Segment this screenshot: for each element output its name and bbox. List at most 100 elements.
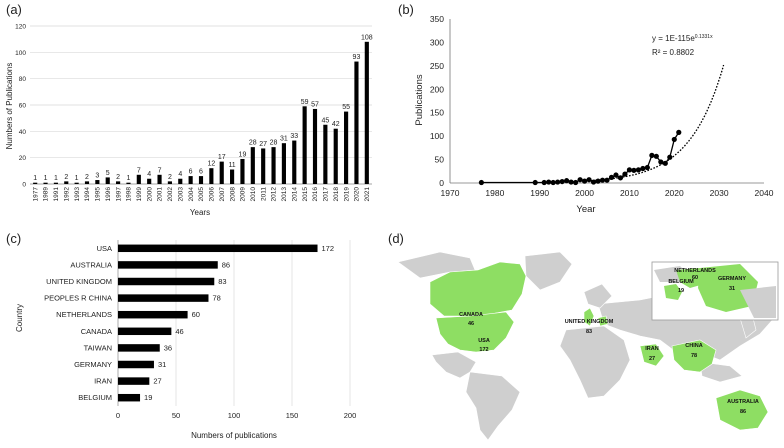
- data-label: 1: [75, 175, 79, 182]
- data-label: 1: [44, 175, 48, 182]
- data-label: 27: [153, 377, 161, 386]
- data-point: [653, 153, 659, 159]
- panel-b-y-axis-title: Publications: [414, 74, 425, 125]
- bar: [261, 148, 266, 184]
- y-tick-label: 20: [19, 155, 27, 162]
- iran-shape: [639, 343, 665, 367]
- bar: [43, 182, 48, 184]
- data-point: [604, 177, 610, 183]
- data-label: 108: [361, 34, 373, 41]
- bar: [198, 176, 204, 184]
- data-label: 46: [175, 327, 183, 336]
- x-tick-label: 2030: [710, 188, 729, 198]
- x-tick-label: 2003: [177, 187, 184, 202]
- bar: [281, 143, 286, 184]
- bar: [136, 174, 141, 184]
- category-label: UNITED KINGDOM: [46, 277, 112, 286]
- x-tick-label: 2001: [157, 187, 164, 202]
- map-value-china: 78: [691, 353, 697, 359]
- bar: [354, 61, 359, 184]
- bar: [333, 128, 338, 184]
- data-label: 45: [321, 117, 329, 124]
- data-label: 19: [144, 393, 152, 402]
- category-label: CANADA: [81, 327, 112, 336]
- x-tick-label: 1994: [84, 187, 91, 202]
- y-tick-label: 120: [15, 24, 26, 31]
- central-america: [431, 351, 477, 379]
- panel-c-horizontal-bar-chart: (c) USA AUSTRALIA UNITED KINGDOM PEOPLES R …: [6, 231, 356, 440]
- x-tick-label: 2020: [665, 188, 684, 198]
- inset-belgium: [664, 284, 682, 300]
- bar: [364, 41, 369, 184]
- data-label: 2: [168, 174, 172, 181]
- map-value-germany: 31: [729, 286, 735, 292]
- y-tick-label: 150: [430, 108, 444, 118]
- x-tick-label: 2010: [250, 187, 257, 202]
- category-label: IRAN: [94, 377, 112, 386]
- data-point: [676, 129, 682, 135]
- bar: [33, 182, 38, 184]
- data-point: [532, 179, 538, 186]
- data-point: [667, 154, 673, 160]
- map-label-germany: GERMANY: [718, 276, 746, 282]
- x-tick-label: 2013: [281, 187, 288, 202]
- x-tick-label: 150: [286, 411, 299, 420]
- x-tick-label: 1991: [53, 187, 60, 202]
- data-label: 33: [290, 133, 298, 140]
- x-tick-label: 1998: [126, 187, 133, 202]
- panel-a-y-axis-title: Numbers of Publications: [5, 63, 14, 150]
- map-value-canada: 46: [468, 321, 474, 327]
- bar: [292, 140, 297, 184]
- uk-shape: [583, 307, 595, 327]
- data-label: 4: [178, 171, 182, 178]
- map-value-uk: 83: [586, 329, 592, 335]
- data-point: [635, 167, 642, 173]
- data-label: 27: [259, 141, 267, 148]
- map-land-highlight: [429, 261, 769, 431]
- map-value-usa: 172: [479, 347, 488, 353]
- data-point: [581, 178, 588, 184]
- panel-b-label: (b): [398, 2, 414, 17]
- bar: [118, 327, 172, 336]
- y-tick-label: 0: [439, 178, 444, 188]
- map-label-belgium: BELGIUM: [668, 279, 694, 285]
- panel-d-world-map: (d): [388, 231, 779, 444]
- x-tick-label: 2000: [146, 187, 153, 202]
- data-point: [586, 177, 592, 183]
- x-tick-label: 1980: [485, 188, 504, 198]
- data-label: 83: [218, 277, 226, 286]
- data-point: [622, 171, 628, 177]
- bar: [53, 182, 58, 184]
- data-label: 86: [222, 260, 230, 269]
- data-label: 28: [249, 140, 257, 147]
- y-tick-label: 100: [15, 50, 26, 57]
- x-tick-label: 1993: [74, 187, 81, 202]
- x-tick-label: 1989: [43, 187, 50, 202]
- scandinavia: [583, 283, 613, 309]
- inset-netherlands: [676, 268, 704, 288]
- data-point: [564, 178, 570, 184]
- category-label: BELGIUM: [78, 393, 112, 402]
- data-label: 172: [322, 244, 335, 253]
- data-label: 36: [164, 343, 172, 352]
- data-label: 12: [207, 161, 215, 168]
- usa-shape: [435, 311, 515, 353]
- map-label-netherlands: NETHERLANDS: [674, 268, 716, 274]
- panel-c-label: (c): [6, 231, 21, 246]
- panel-b-x-axis-title: Year: [576, 204, 595, 215]
- bar: [118, 244, 318, 253]
- category-label: NETHERLANDS: [56, 310, 112, 319]
- bar: [105, 177, 110, 184]
- data-label: 1: [54, 175, 58, 182]
- y-tick-label: 0: [22, 182, 26, 189]
- x-tick-label: 2015: [302, 187, 309, 202]
- y-tick-label: 300: [430, 37, 444, 47]
- category-label: TAIWAN: [84, 343, 112, 352]
- data-label: 31: [280, 136, 288, 143]
- trendline: [584, 64, 725, 182]
- y-tick-label: 200: [430, 84, 444, 94]
- y-tick-label: 250: [430, 61, 444, 71]
- bar: [312, 108, 318, 184]
- data-point: [590, 179, 597, 185]
